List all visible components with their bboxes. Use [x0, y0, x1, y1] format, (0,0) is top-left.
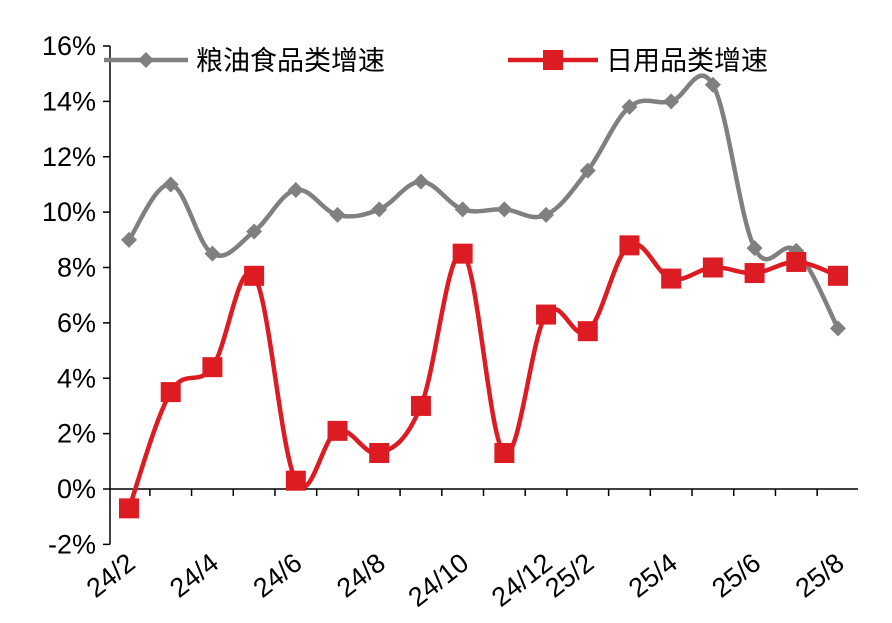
y-tick-label: 4%: [57, 363, 96, 393]
data-point-diamond: [621, 98, 638, 115]
data-point-square: [327, 420, 348, 441]
legend: 粮油食品类增速 日用品类增速: [104, 46, 768, 77]
y-tick-label: -2%: [48, 529, 96, 559]
y-tick-label: 6%: [57, 308, 96, 338]
data-point-diamond: [704, 76, 721, 93]
data-point-square: [452, 243, 473, 264]
y-tick-label: 2%: [57, 419, 96, 449]
data-point-diamond: [579, 162, 596, 179]
series-daily-use: [119, 235, 848, 519]
data-point-diamond: [371, 201, 388, 218]
x-tick-label: 24/8: [331, 547, 391, 603]
y-axis-ticks: -2% 0% 2% 4% 6% 8% 10% 12% 14% 16%: [42, 31, 110, 559]
data-point-diamond: [830, 320, 846, 337]
axes: [109, 46, 858, 545]
y-tick-label: 14%: [42, 86, 96, 116]
data-point-diamond: [121, 231, 137, 248]
series-line: [127, 73, 840, 330]
data-point-square: [285, 470, 306, 491]
data-point-square: [494, 443, 515, 464]
data-point-square: [369, 443, 390, 464]
data-point-square: [661, 268, 682, 289]
y-tick-label: 0%: [57, 474, 96, 504]
data-point-diamond: [663, 93, 680, 110]
data-point-diamond: [329, 206, 346, 223]
data-point-diamond: [204, 245, 221, 262]
data-point-diamond: [746, 240, 763, 257]
legend-label-daily-use: 日用品类增速: [606, 46, 768, 77]
data-point-square: [244, 265, 265, 286]
y-tick-label: 12%: [42, 142, 96, 172]
data-point-square: [202, 357, 223, 378]
x-tick-label: 24/6: [248, 547, 308, 603]
y-tick-label: 16%: [42, 31, 96, 61]
data-point-diamond: [538, 206, 555, 223]
data-point-diamond: [162, 176, 179, 193]
legend-entry-daily-use: 日用品类增速: [508, 46, 768, 77]
series-line: [126, 241, 839, 510]
data-point-diamond: [454, 201, 471, 218]
data-point-square: [410, 395, 431, 416]
data-point-diamond: [788, 242, 805, 259]
x-tick-label: 24/10: [403, 547, 475, 612]
legend-label-grain-oil: 粮油食品类增速: [196, 46, 385, 77]
data-point-square: [786, 251, 807, 272]
data-point-square: [828, 265, 848, 286]
data-point-diamond: [412, 173, 429, 190]
x-tick-label: 25/8: [790, 547, 850, 603]
data-point-square: [702, 257, 723, 278]
series-group: [119, 73, 848, 519]
x-tick-label: 25/4: [623, 547, 683, 603]
data-point-square: [536, 304, 557, 325]
legend-entry-grain-oil: 粮油食品类增速: [104, 46, 385, 77]
legend-marker-square: [543, 50, 563, 70]
y-tick-label: 8%: [57, 253, 96, 283]
data-point-diamond: [287, 181, 304, 198]
data-point-diamond: [496, 201, 513, 218]
data-point-diamond: [246, 223, 263, 240]
legend-marker-diamond: [138, 52, 154, 68]
y-tick-label: 10%: [42, 197, 96, 227]
data-point-square: [619, 235, 640, 256]
data-point-square: [577, 321, 598, 342]
series-grain-oil: [121, 73, 846, 337]
data-point-square: [119, 498, 139, 519]
x-tick-label: 25/2: [540, 547, 600, 603]
x-tick-label: 25/6: [706, 547, 766, 603]
x-tick-label: 24/4: [164, 547, 224, 603]
data-point-square: [744, 263, 765, 284]
data-point-square: [160, 382, 181, 403]
